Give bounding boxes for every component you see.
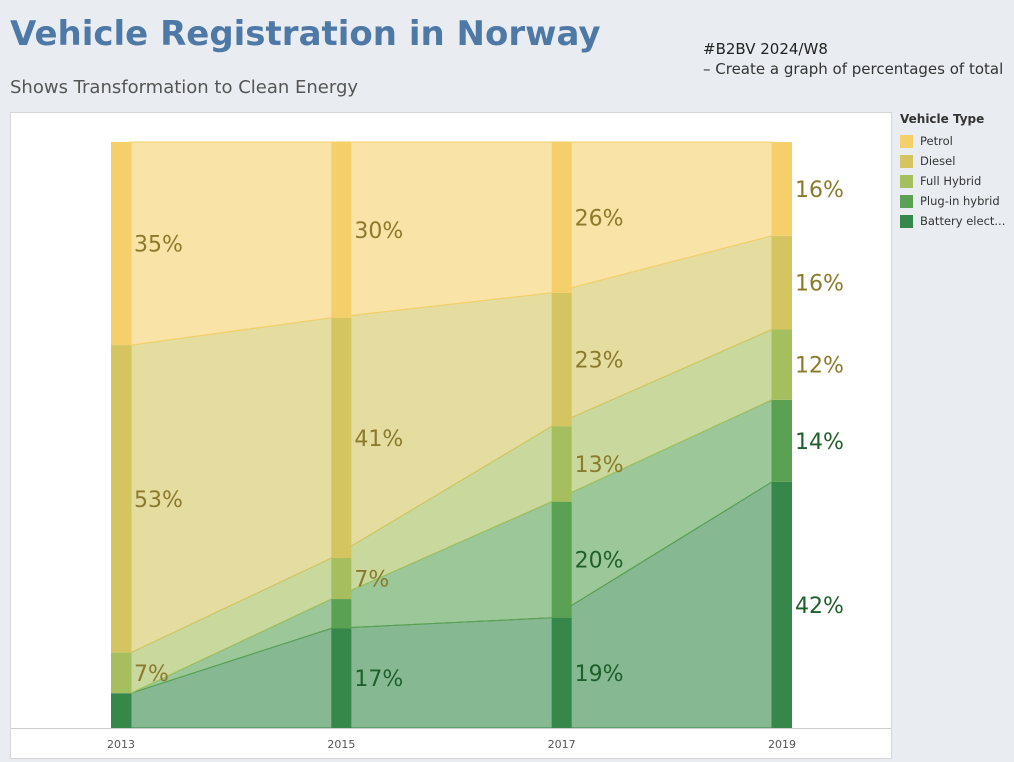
bar-plug-in-hybrid-2015 (331, 599, 352, 629)
data-label-petrol-2013: 35% (134, 233, 183, 258)
bar-full-hybrid-2015 (331, 558, 352, 600)
bar-battery-elect-2017 (551, 617, 572, 728)
data-label-plug-in-hybrid-2017: 20% (575, 549, 624, 574)
data-label-battery-elect-2015: 17% (354, 667, 403, 692)
data-label-diesel-2015: 41% (354, 427, 403, 452)
x-tick-label-2013: 2013 (107, 738, 135, 751)
legend-label-diesel: Diesel (920, 154, 956, 168)
note-line-2: – Create a graph of percentages of total (703, 60, 1004, 78)
bar-petrol-2019 (772, 142, 792, 236)
bar-full-hybrid-2017 (551, 426, 572, 502)
legend-item-plug-in-hybrid[interactable]: Plug-in hybrid (900, 191, 1010, 211)
bar-plug-in-hybrid-2019 (772, 399, 792, 482)
x-tick-label-2017: 2017 (548, 738, 576, 751)
legend-swatch-battery-electric (900, 214, 913, 228)
legend-title: Vehicle Type (900, 112, 985, 126)
chart-subtitle: Shows Transformation to Clean Energy (10, 77, 359, 98)
bar-battery-elect-2013 (111, 693, 131, 728)
data-label-diesel-2017: 23% (575, 349, 624, 374)
data-label-battery-elect-2017: 19% (575, 662, 624, 687)
chart-area[interactable]: 17% 19% 42% 20% 14% 7% 7% 13% 12% 53% 41% 23% 16% 35%… (10, 112, 892, 759)
data-label-full-hybrid-2013: 7% (134, 662, 169, 687)
data-label-full-hybrid-2017: 13% (575, 453, 624, 478)
bar-diesel-2019 (772, 235, 792, 330)
legend-label-battery-electric: Battery elect... (920, 214, 1006, 228)
chart-title: Vehicle Registration in Norway (10, 14, 601, 54)
data-label-petrol-2015: 30% (354, 219, 403, 244)
x-tick-label-2015: 2015 (327, 738, 355, 751)
data-label-diesel-2013: 53% (134, 488, 183, 513)
data-label-plug-in-hybrid-2019: 14% (795, 430, 844, 455)
legend-swatch-plug-in-hybrid (900, 194, 913, 208)
bar-petrol-2013 (111, 142, 131, 346)
data-label-full-hybrid-2019: 12% (795, 354, 844, 379)
bar-battery-elect-2015 (331, 628, 352, 728)
legend-item-battery-electric[interactable]: Battery elect... (900, 211, 1010, 231)
legend-label-full-hybrid: Full Hybrid (920, 174, 982, 188)
data-label-battery-elect-2019: 42% (795, 594, 844, 619)
legend-swatch-diesel (900, 154, 913, 168)
data-label-petrol-2019: 16% (795, 178, 844, 203)
data-label-petrol-2017: 26% (575, 206, 624, 231)
legend[interactable]: Vehicle Type Petrol Diesel Full Hybrid P… (900, 112, 1010, 231)
bar-full-hybrid-2013 (111, 652, 131, 694)
x-tick-label-2019: 2019 (768, 738, 796, 751)
legend-item-diesel[interactable]: Diesel (900, 151, 1010, 171)
data-label-diesel-2019: 16% (795, 272, 844, 297)
data-label-full-hybrid-2015: 7% (354, 568, 389, 593)
stacked-area-chart[interactable]: 17% 19% 42% 20% 14% 7% 7% 13% 12% 53% 41% 23% 16% 35%… (11, 113, 891, 758)
note-line-1: #B2BV 2024/W8 (703, 40, 828, 58)
legend-swatch-petrol (900, 134, 913, 148)
legend-item-petrol[interactable]: Petrol (900, 131, 1010, 151)
bar-diesel-2017 (551, 292, 572, 427)
bar-full-hybrid-2019 (772, 329, 792, 400)
bar-diesel-2013 (111, 345, 131, 653)
legend-swatch-full-hybrid (900, 174, 913, 188)
legend-item-full-hybrid[interactable]: Full Hybrid (900, 171, 1010, 191)
bar-diesel-2015 (331, 317, 352, 559)
legend-label-petrol: Petrol (920, 134, 953, 148)
legend-label-plug-in-hybrid: Plug-in hybrid (920, 194, 1000, 208)
bar-petrol-2017 (551, 142, 572, 293)
bar-petrol-2015 (331, 142, 352, 318)
bar-battery-elect-2019 (772, 481, 792, 728)
bar-plug-in-hybrid-2017 (551, 501, 572, 618)
